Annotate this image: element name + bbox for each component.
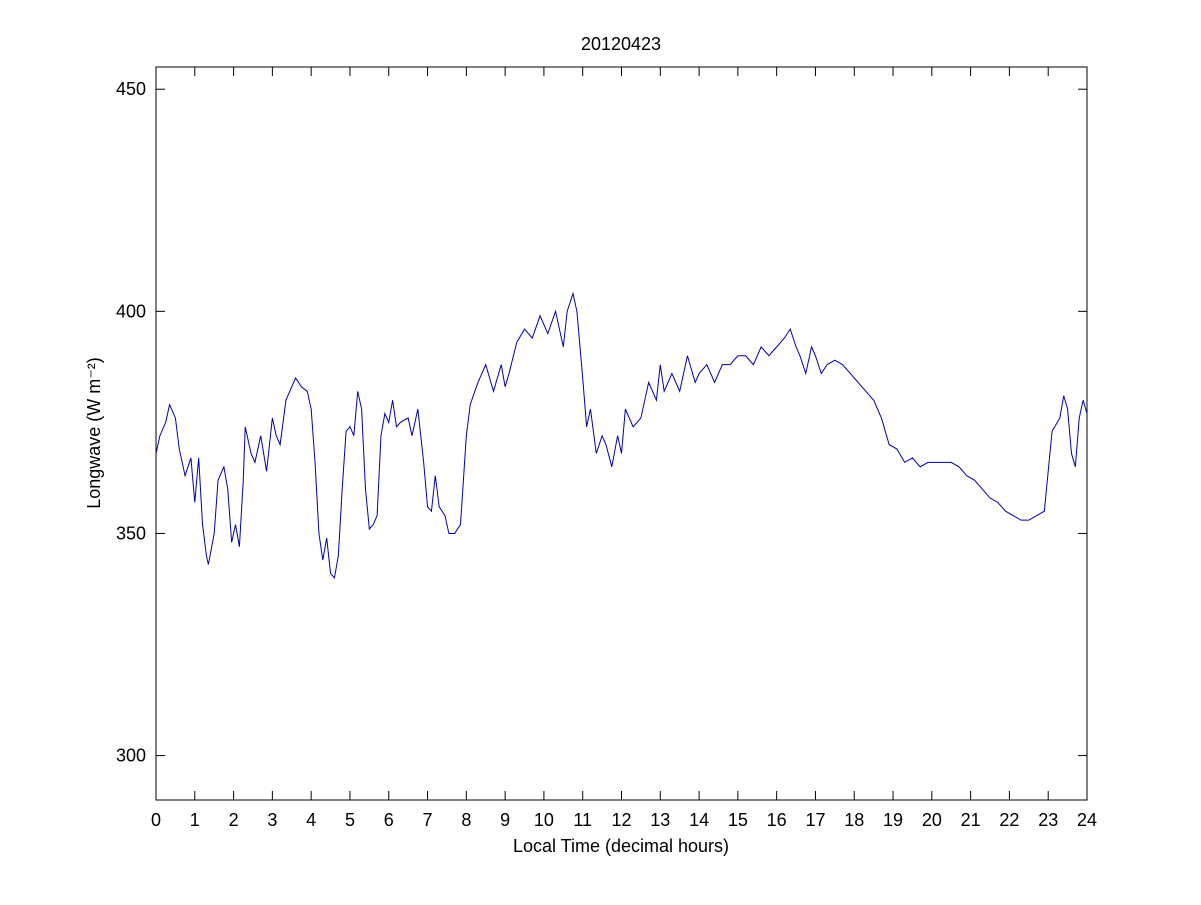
x-tick-label: 5 bbox=[345, 810, 355, 830]
x-tick-label: 2 bbox=[229, 810, 239, 830]
x-tick-label: 7 bbox=[423, 810, 433, 830]
x-tick-label: 13 bbox=[650, 810, 670, 830]
x-tick-label: 14 bbox=[689, 810, 709, 830]
x-tick-label: 3 bbox=[267, 810, 277, 830]
x-tick-label: 6 bbox=[384, 810, 394, 830]
x-tick-label: 23 bbox=[1038, 810, 1058, 830]
y-axis-label: Longwave (W m⁻²) bbox=[84, 357, 104, 509]
x-tick-label: 24 bbox=[1077, 810, 1097, 830]
x-tick-label: 9 bbox=[500, 810, 510, 830]
x-tick-label: 19 bbox=[883, 810, 903, 830]
x-tick-label: 16 bbox=[767, 810, 787, 830]
y-tick-label: 350 bbox=[116, 523, 146, 543]
y-tick-label: 400 bbox=[116, 301, 146, 321]
x-tick-label: 18 bbox=[844, 810, 864, 830]
x-tick-label: 8 bbox=[461, 810, 471, 830]
y-tick-label: 450 bbox=[116, 79, 146, 99]
x-tick-label: 22 bbox=[999, 810, 1019, 830]
x-tick-label: 20 bbox=[922, 810, 942, 830]
x-tick-label: 10 bbox=[534, 810, 554, 830]
x-tick-label: 0 bbox=[151, 810, 161, 830]
data-line bbox=[155, 291, 1088, 579]
x-tick-label: 4 bbox=[306, 810, 316, 830]
x-tick-label: 17 bbox=[805, 810, 825, 830]
x-tick-label: 12 bbox=[611, 810, 631, 830]
plot-frame bbox=[155, 66, 1088, 801]
x-tick-label: 15 bbox=[728, 810, 748, 830]
x-tick-label: 11 bbox=[573, 810, 592, 830]
y-tick-label: 300 bbox=[116, 746, 146, 766]
chart-title: 20120423 bbox=[581, 34, 661, 54]
x-axis-label: Local Time (decimal hours) bbox=[513, 836, 729, 856]
x-tick-label: 1 bbox=[190, 810, 200, 830]
x-tick-label: 21 bbox=[961, 810, 981, 830]
